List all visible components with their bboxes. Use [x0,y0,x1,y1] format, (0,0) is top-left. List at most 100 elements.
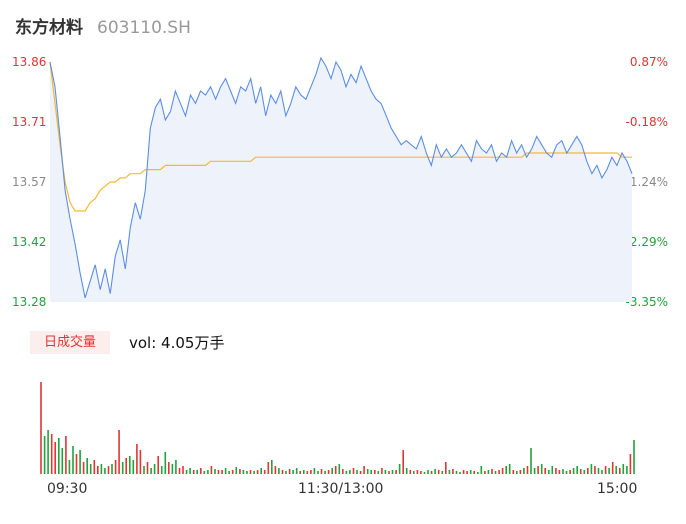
volume-bar [182,466,184,474]
volume-bar [111,464,113,474]
volume-bar [409,470,412,474]
volume-bar [494,471,497,474]
pct-tick-label: -1.24% [625,175,668,189]
volume-bar [342,469,344,474]
volume-bar [47,430,49,474]
volume-bar [274,466,277,474]
volume-bar [192,470,195,474]
volume-bar [317,471,319,474]
volume-bar [370,470,372,474]
volume-bar [79,450,81,474]
price-line [49,56,633,299]
volume-bar [611,462,614,474]
stock-code: 603110.SH [97,18,191,38]
volume-bar [175,460,177,474]
stock-name: 东方材料 [15,18,83,38]
volume-bar [214,469,216,474]
volume-tab[interactable]: 日成交量 [30,331,110,354]
volume-bar [68,460,71,474]
volume-bar [331,468,333,474]
volume-bar [516,471,518,474]
volume-bar [313,468,316,474]
volume-bar [203,471,206,474]
volume-bar [217,470,220,474]
volume-bar [359,471,362,474]
volume-bar [508,464,511,474]
volume-bar [40,382,42,474]
volume-bar [569,470,571,474]
volume-bar [491,469,493,474]
volume-bar [54,442,56,474]
volume-bar [146,462,149,474]
volume-bar [505,466,507,474]
volume-bar [242,470,245,474]
volume-bar [416,470,419,474]
volume-bar [594,466,596,474]
volume-bar [420,471,422,474]
volume-bar [278,468,280,474]
volume-bar [295,468,298,474]
volume-bar [249,470,252,474]
volume-bar [604,466,607,474]
volume-readout: vol: 4.05万手 [129,332,224,353]
volume-bar [530,448,532,474]
volume-bar [608,468,610,474]
volume-bar [459,472,461,474]
volume-bar [487,470,490,474]
volume-bar [619,468,621,474]
volume-bar [228,471,230,474]
volume-bar [405,468,408,474]
volume-bar [622,464,625,474]
volume-bar [271,460,273,474]
volume-bar [93,460,96,474]
volume-bar [402,450,404,474]
volume-bar [288,469,291,474]
volume-bar [633,440,635,474]
volume-bar [626,466,628,474]
volume-bar [61,448,64,474]
volume-bar [537,466,539,474]
volume-bar [118,430,120,474]
volume-bar [150,468,152,474]
volume-bar [338,464,341,474]
volume-bar [384,470,387,474]
volume-bar [466,471,468,474]
volume-bar [427,470,429,474]
volume-bar [164,452,167,474]
volume-bar [292,470,294,474]
volume-bar [452,469,454,474]
volume-bar [455,471,458,474]
volume-bar [462,470,465,474]
volume-bar [345,471,348,474]
volume-bar [125,458,127,474]
price-area [50,57,632,303]
volume-bar [352,468,355,474]
volume-bar [601,470,603,474]
volume-bar [189,468,191,474]
volume-bar [246,471,248,474]
volume-bar [548,470,550,474]
volume-bar [153,464,156,474]
volume-bar [565,471,568,474]
volume-bar [445,462,447,474]
volume-bar [498,470,500,474]
volume-bar [299,471,301,474]
time-label-close: 15:00 [597,481,638,497]
volume-bar [540,464,543,474]
volume-bar [544,468,546,474]
volume-bar [377,471,380,474]
volume-bar [366,469,369,474]
volume-bar [107,466,110,474]
volume-bar [320,469,323,474]
volume-bar [178,468,181,474]
volume-bar [200,468,202,474]
volume-bar [114,460,117,474]
volume-bar [374,470,376,474]
volume-bar [210,466,213,474]
volume-bar [413,471,415,474]
volume-bar [160,466,163,474]
volume-bar [129,456,131,474]
volume-bar [469,470,472,474]
volume-label: vol: [129,334,162,352]
pct-tick-label: 0.87% [629,55,668,69]
